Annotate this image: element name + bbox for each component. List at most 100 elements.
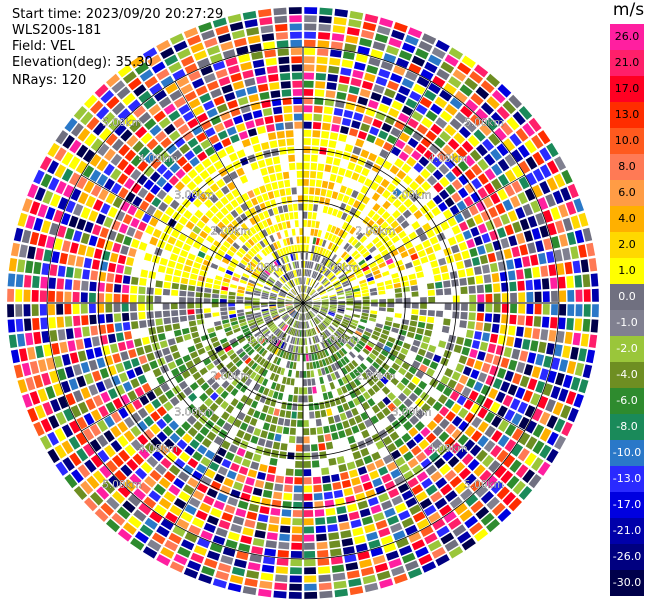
radar-gate xyxy=(191,517,205,528)
radar-gate xyxy=(392,322,401,329)
radar-gate xyxy=(187,297,195,303)
radar-gate xyxy=(435,281,443,289)
radar-gate xyxy=(111,138,124,152)
radar-gate xyxy=(380,178,390,188)
radar-gate xyxy=(395,339,404,347)
radar-gate xyxy=(344,204,352,213)
radar-gate xyxy=(200,456,211,467)
radar-gate xyxy=(538,341,547,354)
radar-gate xyxy=(269,234,275,243)
radar-gate xyxy=(76,218,87,231)
radar-gate xyxy=(45,357,55,370)
radar-gate xyxy=(377,207,386,216)
radar-gate xyxy=(355,138,365,148)
radar-gate xyxy=(303,105,313,113)
radar-gate xyxy=(539,225,549,238)
radar-gate xyxy=(477,245,486,255)
radar-gate xyxy=(215,25,230,36)
radar-gate xyxy=(209,402,219,412)
radar-gate xyxy=(394,475,406,486)
radar-gate xyxy=(475,200,486,212)
radar-gate xyxy=(414,333,423,341)
radar-gate xyxy=(303,294,306,301)
radar-gate xyxy=(173,269,182,277)
radar-gate xyxy=(55,130,69,145)
radar-gate xyxy=(303,395,308,403)
radar-gate xyxy=(130,285,138,294)
radar-gate xyxy=(68,436,81,450)
radar-gate xyxy=(562,374,573,389)
radar-gate xyxy=(428,511,441,524)
radar-gate xyxy=(283,325,289,332)
radar-gate xyxy=(156,163,168,175)
radar-gate xyxy=(501,303,509,313)
radar-gate xyxy=(262,405,269,413)
radar-gate xyxy=(398,367,407,376)
radar-gate xyxy=(384,240,393,248)
radar-gate xyxy=(394,502,407,514)
radar-gate xyxy=(432,194,443,205)
radar-gate xyxy=(263,556,276,565)
radar-gate xyxy=(357,96,369,106)
radar-gate xyxy=(421,33,437,45)
radar-gate xyxy=(271,312,279,317)
radar-gate xyxy=(75,160,88,174)
radar-gate xyxy=(341,280,349,286)
radar-gate xyxy=(370,181,379,191)
radar-gate xyxy=(252,298,260,301)
radar-gate xyxy=(286,282,292,289)
radar-gate xyxy=(331,191,339,200)
radar-gate xyxy=(382,454,393,465)
radar-gate xyxy=(329,132,339,141)
radar-gate xyxy=(387,353,396,362)
radar-gate xyxy=(85,398,96,411)
radar-gate xyxy=(315,237,320,246)
radar-gate xyxy=(382,200,391,210)
radar-gate xyxy=(146,204,157,216)
radar-gate xyxy=(192,356,202,365)
radar-gate xyxy=(329,308,337,312)
radar-gate xyxy=(162,169,174,181)
radar-gate xyxy=(65,393,76,406)
radar-gate xyxy=(519,218,530,231)
radar-gate xyxy=(254,393,262,402)
radar-gate xyxy=(110,440,123,453)
radar-gate xyxy=(497,158,510,172)
radar-gate xyxy=(339,412,347,421)
radar-gate xyxy=(448,546,464,559)
radar-gate xyxy=(210,413,220,423)
radar-gate xyxy=(554,249,563,262)
radar-gate xyxy=(188,320,197,327)
radar-gate xyxy=(421,477,433,489)
radar-gate xyxy=(215,189,224,199)
radar-gate xyxy=(311,353,315,361)
radar-gate xyxy=(76,375,87,388)
radar-gate xyxy=(289,309,295,315)
radar-gate xyxy=(436,382,446,393)
radar-gate xyxy=(308,354,312,362)
radar-gate xyxy=(156,406,167,417)
radar-gate xyxy=(324,164,332,173)
radar-gate xyxy=(151,398,162,409)
radar-gate xyxy=(383,253,392,261)
radar-gate xyxy=(378,244,387,253)
radar-gate xyxy=(69,242,79,254)
radar-gate xyxy=(143,179,155,191)
radar-gate xyxy=(471,163,483,176)
radar-gate xyxy=(519,375,530,388)
radar-gate xyxy=(375,240,384,249)
radar-gate xyxy=(461,537,476,551)
radar-gate xyxy=(562,217,573,232)
radar-gate xyxy=(138,355,148,365)
radar-gate xyxy=(470,369,480,380)
radar-gate xyxy=(27,246,36,260)
radar-gate xyxy=(155,130,167,143)
radar-gate xyxy=(335,351,342,359)
radar-gate xyxy=(262,107,273,117)
colorbar-swatch xyxy=(610,76,644,103)
colorbar-swatch xyxy=(610,50,644,77)
radar-gate xyxy=(344,554,357,563)
radar-gate xyxy=(316,284,322,291)
radar-gate xyxy=(327,365,334,373)
radar-gate xyxy=(291,353,295,361)
